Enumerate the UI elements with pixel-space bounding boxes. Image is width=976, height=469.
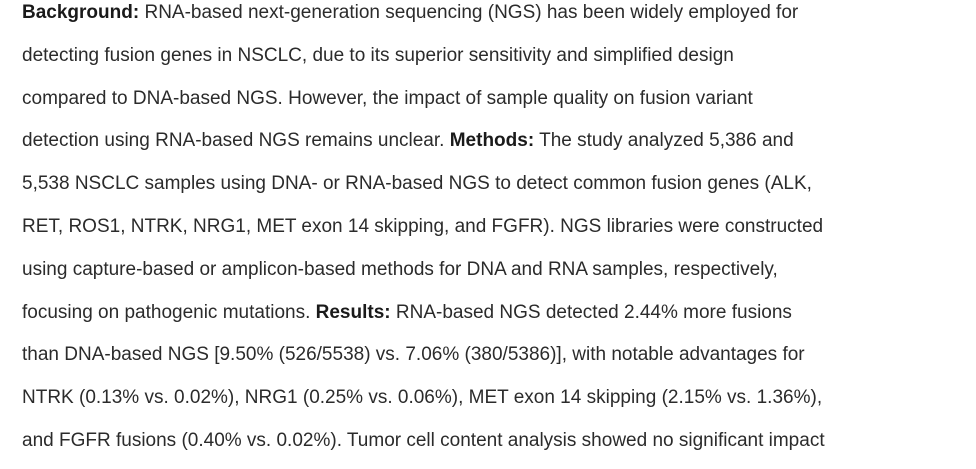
text-run: compared to DNA-based NGS. However, the … [22, 87, 753, 109]
text-line: detecting fusion genes in NSCLC, due to … [22, 35, 972, 78]
text-line: 5,538 NSCLC samples using DNA- or RNA-ba… [22, 163, 972, 206]
text-run: NTRK (0.13% vs. 0.02%), NRG1 (0.25% vs. … [22, 387, 823, 409]
section-label: Background: [22, 2, 140, 23]
text-run: than DNA-based NGS [9.50% (526/5538) vs.… [22, 344, 805, 366]
text-line: and FGFR fusions (0.40% vs. 0.02%). Tumo… [22, 420, 972, 463]
text-line: detection using RNA-based NGS remains un… [22, 120, 972, 163]
text-run: RNA-based next-generation sequencing (NG… [139, 2, 799, 23]
text-run: using capture-based or amplicon-based me… [22, 258, 778, 280]
text-line: focusing on pathogenic mutations. Result… [22, 292, 972, 335]
text-line: Background: RNA-based next-generation se… [22, 0, 972, 35]
text-run: RNA-based NGS detected 2.44% more fusion… [390, 301, 792, 323]
text-line: than DNA-based NGS [9.50% (526/5538) vs.… [22, 334, 972, 377]
text-line: NTRK (0.13% vs. 0.02%), NRG1 (0.25% vs. … [22, 377, 972, 420]
text-run: detection using RNA-based NGS remains un… [22, 130, 450, 152]
text-run: detecting fusion genes in NSCLC, due to … [22, 44, 734, 66]
text-line: compared to DNA-based NGS. However, the … [22, 78, 972, 121]
text-run: RET, ROS1, NTRK, NRG1, MET exon 14 skipp… [22, 215, 824, 237]
text-run: focusing on pathogenic mutations. [22, 301, 316, 323]
text-line: using capture-based or amplicon-based me… [22, 249, 972, 292]
text-line: RET, ROS1, NTRK, NRG1, MET exon 14 skipp… [22, 206, 972, 249]
section-label: Methods: [449, 130, 535, 152]
section-label: Results: [315, 301, 391, 323]
text-run: 5,538 NSCLC samples using DNA- or RNA-ba… [22, 173, 812, 195]
text-run: and FGFR fusions (0.40% vs. 0.02%). Tumo… [22, 429, 825, 451]
abstract-paragraph: Background: RNA-based next-generation se… [22, 0, 972, 463]
text-run: The study analyzed 5,386 and [534, 130, 794, 152]
